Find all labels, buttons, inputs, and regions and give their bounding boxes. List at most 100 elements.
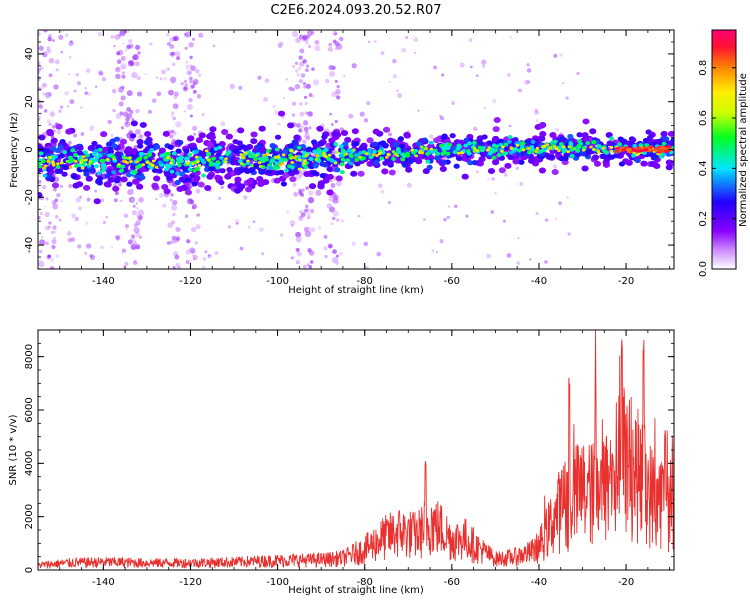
heatmap-speckle (66, 231, 72, 236)
heatmap-cell (84, 158, 88, 162)
heatmap-speckle (124, 121, 131, 128)
heatmap-cell (440, 159, 448, 165)
heatmap-cell-strong (665, 145, 672, 149)
heatmap-speckle (306, 226, 311, 231)
heatmap-speckle (189, 55, 193, 60)
heatmap-cell (183, 148, 190, 154)
heatmap-cell (534, 150, 539, 154)
heatmap-cell (632, 143, 638, 148)
snr-xtick-label: -100 (266, 577, 289, 588)
heatmap-speckle (135, 44, 141, 50)
heatmap-speckle (83, 251, 88, 256)
heatmap-cell-strong (643, 148, 650, 152)
heatmap-cell (259, 147, 267, 154)
heatmap-speckle (303, 208, 308, 213)
heatmap-cell (663, 136, 670, 142)
heatmap-speckle (131, 210, 137, 216)
spectrogram-ytick-label: 20 (24, 95, 35, 108)
heatmap-cell (215, 160, 221, 165)
heatmap-cell (335, 150, 340, 154)
heatmap-cell (318, 152, 323, 157)
heatmap-speckle (307, 248, 312, 253)
heatmap-cell (440, 134, 447, 140)
heatmap-cell (331, 130, 339, 137)
heatmap-speckle (291, 30, 299, 38)
heatmap-cell (304, 154, 308, 158)
heatmap-cell (208, 160, 214, 165)
heatmap-cell (204, 185, 212, 192)
heatmap-cell (178, 171, 186, 177)
heatmap-speckle (334, 47, 338, 50)
snr-marks (38, 330, 674, 570)
heatmap-cell (258, 125, 266, 132)
heatmap-speckle (285, 210, 290, 215)
heatmap-cell (144, 130, 152, 137)
heatmap-cell (593, 160, 602, 167)
heatmap-cell (548, 154, 555, 160)
heatmap-speckle (51, 244, 56, 250)
heatmap-cell (379, 156, 385, 161)
heatmap-speckle (363, 118, 369, 123)
heatmap-cell (107, 177, 115, 184)
heatmap-speckle (147, 109, 152, 114)
heatmap-speckle (306, 215, 311, 220)
heatmap-cell (224, 160, 228, 164)
heatmap-speckle (338, 36, 344, 42)
heatmap-cell (493, 117, 501, 124)
heatmap-speckle (41, 185, 47, 190)
heatmap-cell (535, 146, 540, 150)
colorbar-tick-label: 0.6 (698, 110, 709, 126)
spectrogram-xtick-label: -140 (92, 276, 115, 287)
heatmap-speckle (299, 215, 303, 220)
heatmap-speckle (189, 76, 193, 81)
heatmap-cell (457, 144, 462, 149)
heatmap-cell (219, 168, 226, 174)
heatmap-cell (315, 154, 320, 158)
heatmap-cell (167, 144, 174, 150)
heatmap-cell (670, 137, 674, 143)
heatmap-cell (456, 151, 461, 155)
heatmap-speckle (100, 198, 105, 203)
heatmap-speckle (311, 95, 315, 98)
heatmap-cell (534, 139, 541, 145)
heatmap-speckle (175, 121, 182, 128)
heatmap-speckle (433, 65, 437, 70)
heatmap-speckle (367, 40, 371, 44)
heatmap-speckle (113, 198, 118, 203)
heatmap-speckle (124, 48, 128, 52)
heatmap-speckle (359, 111, 365, 117)
heatmap-speckle (185, 260, 190, 265)
heatmap-cell (91, 140, 98, 147)
heatmap-cell (120, 176, 128, 183)
heatmap-speckle (56, 129, 61, 135)
heatmap-speckle (53, 84, 59, 90)
heatmap-speckle (52, 39, 56, 43)
heatmap-speckle (526, 68, 532, 73)
heatmap-cell (258, 164, 263, 168)
heatmap-cell (252, 162, 260, 168)
heatmap-cell (51, 162, 56, 166)
heatmap-speckle (508, 124, 512, 128)
figure-title: C2E6.2024.093.20.52.R07 (270, 3, 441, 18)
heatmap-speckle (38, 179, 42, 184)
heatmap-cell (265, 169, 272, 175)
spectrogram-xtick-label: -20 (618, 276, 634, 287)
heatmap-cell (661, 152, 666, 157)
heatmap-cell (250, 138, 258, 145)
heatmap-cell (340, 129, 349, 136)
heatmap-speckle (120, 199, 123, 203)
heatmap-cell (403, 131, 411, 138)
heatmap-speckle (42, 92, 46, 96)
heatmap-speckle (272, 104, 276, 109)
heatmap-speckle (39, 211, 43, 215)
heatmap-speckle (397, 93, 403, 98)
heatmap-speckle (238, 85, 243, 90)
heatmap-cell (43, 164, 48, 168)
heatmap-cell (258, 169, 265, 175)
heatmap-cell (247, 167, 254, 174)
heatmap-cell (225, 133, 233, 140)
heatmap-cell (377, 152, 382, 156)
heatmap-speckle (195, 188, 201, 194)
heatmap-cell (61, 171, 68, 177)
heatmap-speckle (188, 41, 194, 48)
